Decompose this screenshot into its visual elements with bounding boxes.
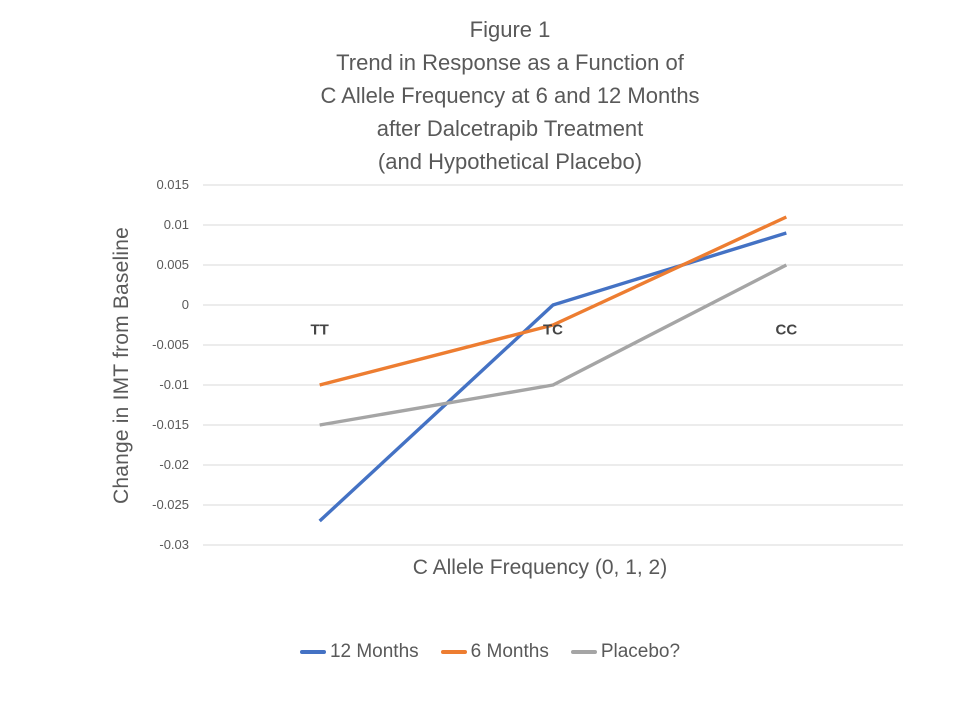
y-tick-label: -0.015 [152, 417, 189, 432]
plot-area [203, 184, 903, 546]
y-tick-label: 0 [181, 297, 189, 312]
chart-title-line-2: Trend in Response as a Function of [336, 50, 684, 75]
y-axis-tick-labels: 0.015 0.01 0.005 0 -0.005 -0.01 -0.015 -0.02 -0.… [96, 177, 196, 552]
y-tick-label: -0.03 [159, 537, 189, 552]
chart-title-line-1: Figure 1 [469, 17, 551, 42]
legend-line-swatch-6-months [440, 650, 467, 654]
y-tick-label: -0.01 [159, 377, 189, 392]
y-tick-label: 0.005 [156, 257, 189, 272]
chart-title-line-4: after Dalcetrapib Treatment [376, 116, 644, 141]
legend-label-placebo: Placebo? [600, 641, 681, 662]
chart-title-line-5: (and Hypothetical Placebo) [377, 149, 643, 174]
series-line-placebo- [319, 263, 788, 427]
y-tick-label: 0.01 [163, 217, 189, 232]
legend: 12 Months 6 Months Placebo? [20, 641, 960, 663]
y-tick-label: -0.025 [152, 497, 189, 512]
legend-label-6-months: 6 Months [470, 641, 549, 662]
chart-title-line-3: C Allele Frequency at 6 and 12 Months [320, 83, 700, 108]
legend-label-12-months: 12 Months [329, 641, 419, 662]
series-line-12-months [318, 231, 787, 523]
series-line-6-months [319, 215, 788, 387]
x-axis-title: C Allele Frequency (0, 1, 2) [412, 556, 668, 579]
y-tick-label: 0.015 [156, 177, 189, 192]
y-tick-label: -0.02 [159, 457, 189, 472]
legend-item-6-months: 6 Months [440, 641, 549, 663]
legend-line-swatch-placebo [570, 650, 597, 654]
y-tick-label: -0.005 [152, 337, 189, 352]
legend-item-12-months: 12 Months [299, 641, 419, 663]
legend-line-swatch-12-months [299, 650, 326, 654]
chart-title: Figure 1 Trend in Response as a Function… [50, 13, 960, 178]
legend-item-placebo: Placebo? [570, 641, 681, 663]
